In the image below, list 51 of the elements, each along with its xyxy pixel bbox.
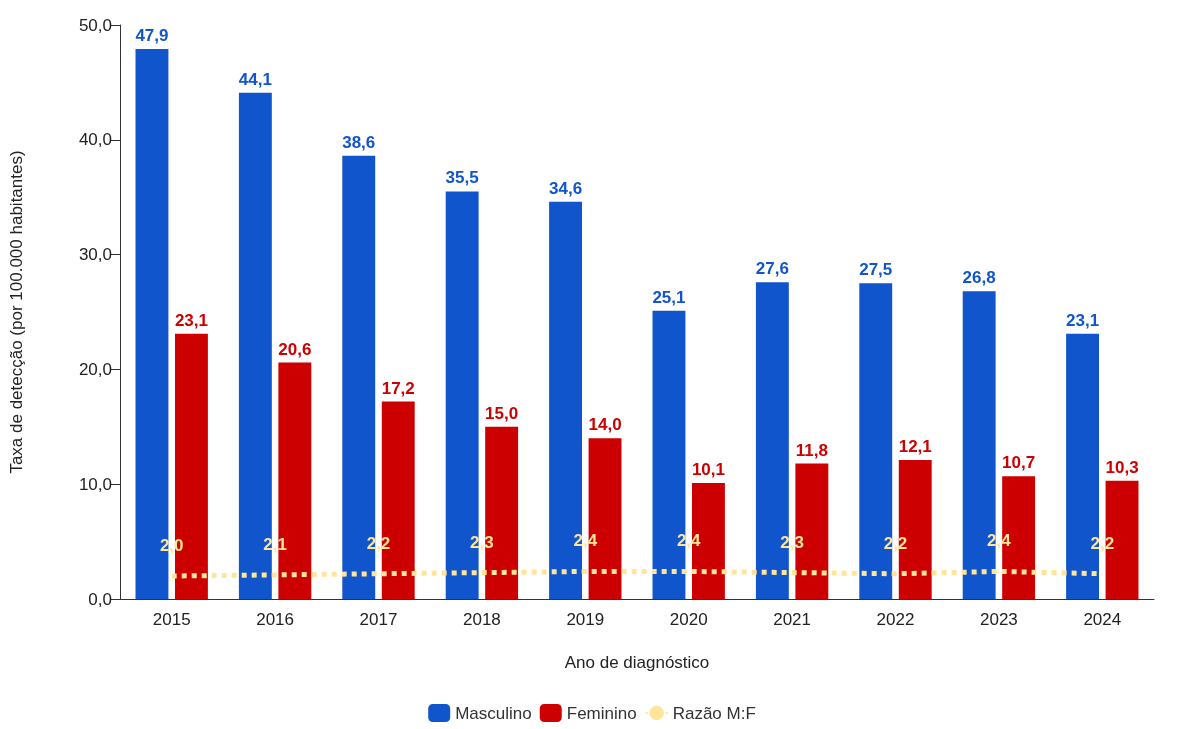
x-tick-label: 2024 — [1083, 610, 1122, 629]
legend-label: Razão M:F — [672, 703, 756, 723]
data-label: 20,6 — [278, 339, 312, 359]
data-label: 14,0 — [588, 415, 622, 435]
data-label: 34,6 — [549, 178, 583, 198]
data-label: 2,2 — [1090, 533, 1115, 553]
x-tick-label: 2023 — [979, 610, 1018, 629]
data-label: 2,1 — [263, 534, 287, 554]
x-axis-title: Ano de diagnóstico — [564, 653, 710, 672]
y-axis-title: Taxa de detecção (por 100.000 habitantes) — [7, 150, 26, 474]
data-label: 2,4 — [987, 531, 1012, 551]
y-tick-label: 10,0 — [78, 474, 112, 494]
y-tick-label: 30,0 — [78, 245, 112, 265]
y-tick-label: 40,0 — [78, 130, 112, 150]
data-label: 27,5 — [859, 260, 893, 280]
y-tick-label: 20,0 — [78, 359, 112, 379]
x-tick-label: 2022 — [876, 610, 915, 629]
data-label: 11,8 — [795, 440, 828, 460]
data-label: 47,9 — [135, 26, 169, 46]
data-label: 15,0 — [485, 403, 519, 423]
data-label: 44,1 — [238, 69, 272, 89]
data-label: 10,3 — [1105, 457, 1139, 477]
y-tick-label: 0,0 — [88, 589, 112, 609]
data-label: 17,2 — [381, 378, 415, 398]
data-label: 2,2 — [883, 533, 908, 553]
x-tick-label: 2020 — [669, 610, 708, 629]
data-label: 2,3 — [470, 532, 494, 552]
y-tick-label: 50,0 — [78, 15, 112, 35]
data-label: 2,4 — [676, 531, 702, 551]
legend-label: Feminino — [566, 703, 637, 723]
data-label: 27,6 — [755, 259, 789, 279]
data-label: 35,5 — [445, 168, 479, 188]
data-label: 25,1 — [652, 287, 686, 307]
data-label: 10,7 — [1002, 453, 1036, 473]
x-tick-label: 2021 — [773, 610, 812, 629]
data-label: 38,6 — [342, 132, 376, 152]
data-label: 2,4 — [573, 531, 598, 551]
data-label: 2,0 — [159, 536, 184, 556]
x-tick-label: 2016 — [256, 610, 295, 629]
data-label: 23,1 — [174, 310, 208, 330]
x-tick-label: 2017 — [359, 610, 398, 629]
data-label: 23,1 — [1066, 310, 1100, 330]
data-label: 2,2 — [366, 533, 391, 553]
data-label: 26,8 — [962, 268, 996, 288]
data-label: 2,3 — [780, 532, 804, 552]
data-label: 10,1 — [691, 460, 725, 480]
x-tick-label: 2015 — [152, 610, 191, 629]
x-tick-label: 2018 — [462, 610, 501, 629]
legend-label: Masculino — [455, 703, 532, 723]
data-label: 12,1 — [898, 437, 932, 457]
x-tick-label: 2019 — [566, 610, 605, 629]
